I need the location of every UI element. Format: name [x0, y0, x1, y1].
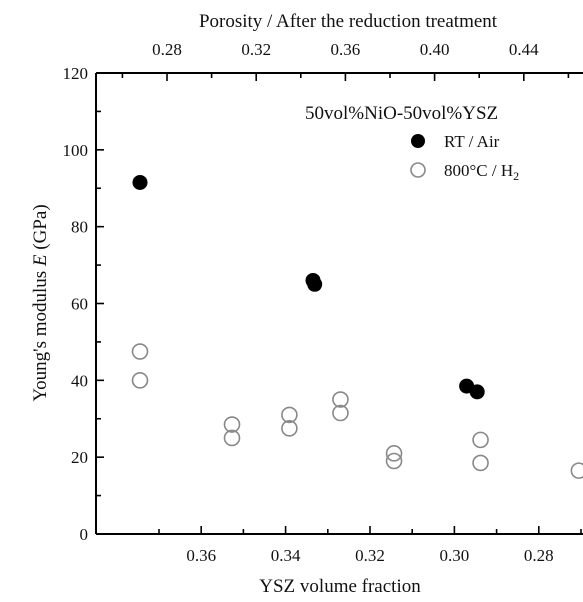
data-point-800c-h2 — [570, 462, 583, 479]
y-tick-label: 0 — [80, 525, 89, 544]
data-point-800c-h2 — [385, 452, 403, 470]
x-tick-label: 0.32 — [355, 546, 385, 565]
x-axis-label: YSZ volume fraction — [259, 576, 421, 597]
data-point-rt-air — [132, 174, 148, 190]
legend-marker-rt-air — [411, 134, 425, 148]
legend-marker-800c-h2 — [410, 162, 426, 178]
y-tick-label: 20 — [71, 448, 88, 467]
x2-tick-label: 0.40 — [420, 40, 450, 59]
data-marks — [131, 174, 583, 479]
legend-label-800c-h2-subscript: 2 — [513, 169, 519, 183]
x-tick-label: 0.36 — [186, 546, 216, 565]
legend-label-800c-h2-main: 800°C / H — [444, 161, 513, 180]
y-axis-label-symbol: E — [30, 254, 51, 267]
data-point-800c-h2 — [223, 416, 241, 433]
data-point-rt-air — [469, 384, 485, 400]
legend-label-rt-air: RT / Air — [444, 132, 500, 151]
x-tick-label: 0.34 — [271, 546, 301, 565]
data-point-800c-h2 — [281, 406, 298, 424]
x2-tick-label: 0.28 — [152, 40, 182, 59]
top-axis-label: Porosity / After the reduction treatment — [199, 11, 498, 32]
data-point-800c-h2 — [472, 431, 489, 449]
x-tick-label: 0.28 — [524, 546, 554, 565]
data-point-800c-h2 — [332, 391, 349, 408]
data-point-800c-h2 — [385, 445, 403, 462]
data-point-800c-h2 — [131, 343, 149, 360]
y-tick-label: 120 — [63, 64, 89, 83]
y-axis-label-unit: (GPa) — [30, 204, 51, 254]
data-point-800c-h2 — [131, 372, 149, 389]
y-tick-label: 80 — [71, 218, 88, 237]
x2-tick-label: 0.44 — [509, 40, 539, 59]
data-point-800c-h2 — [472, 454, 489, 472]
x2-tick-label: 0.36 — [331, 40, 361, 59]
y-axis-label: Young's modulus E (GPa) — [30, 204, 51, 401]
tick-group: 0 20 40 60 80 100 120 0.36 0.34 0.32 0.30 0.28 0.28 0… — [63, 40, 582, 565]
y-axis-label-prefix: Young's modulus — [30, 266, 51, 402]
data-point-800c-h2 — [281, 420, 298, 437]
y-tick-label: 60 — [71, 295, 88, 314]
y-tick-label: 40 — [71, 371, 88, 390]
data-point-800c-h2 — [332, 404, 349, 422]
x-tick-label: 0.30 — [440, 546, 470, 565]
y-tick-label: 100 — [63, 141, 89, 160]
data-point-rt-air — [307, 276, 323, 292]
legend-label-800c-h2: 800°C / H2 — [444, 161, 519, 183]
x2-tick-label: 0.32 — [241, 40, 271, 59]
material-annotation: 50vol%NiO-50vol%YSZ — [305, 103, 498, 124]
data-point-800c-h2 — [223, 429, 241, 447]
